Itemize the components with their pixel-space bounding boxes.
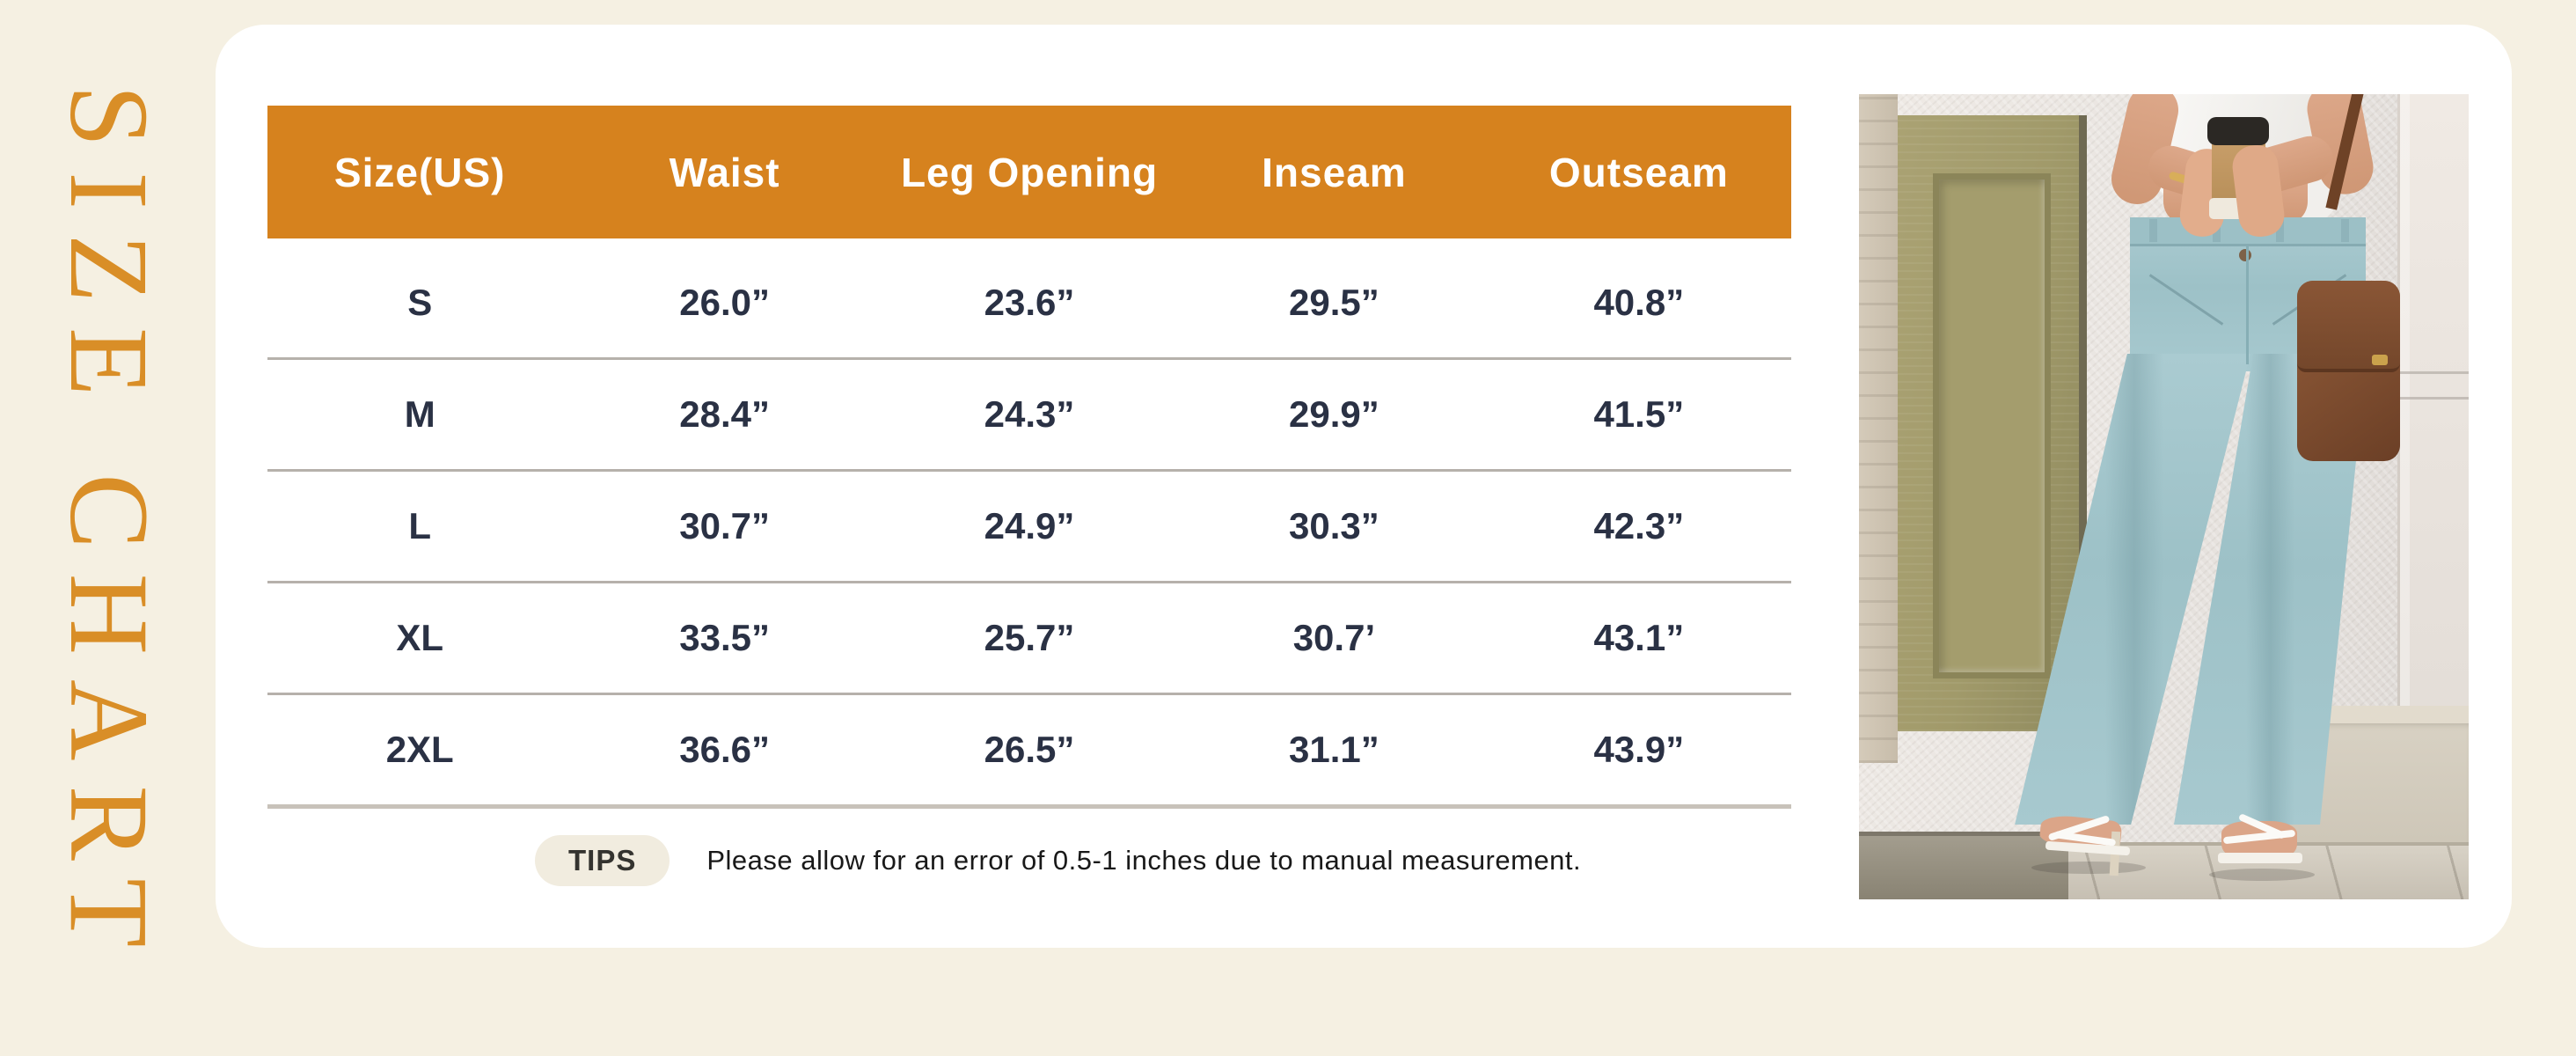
jeans-button <box>2239 249 2251 261</box>
cell-leg-opening: 24.9” <box>984 505 1075 546</box>
jeans-seam-shading <box>2246 354 2294 825</box>
cell-waist: 36.6” <box>679 729 770 770</box>
cell-inseam: 31.1” <box>1289 729 1379 770</box>
cell-outseam: 42.3” <box>1593 505 1685 546</box>
cell-inseam: 29.5” <box>1289 282 1379 323</box>
cell-waist: 33.5” <box>679 617 770 658</box>
size-chart-vertical-title: SIZE CHART <box>47 84 172 972</box>
cell-waist: 28.4” <box>679 393 770 435</box>
tips-text: Please allow for an error of 0.5-1 inche… <box>706 845 1582 876</box>
table-header-row: Size(US) Waist Leg Opening Inseam Outsea… <box>267 106 1791 238</box>
cell-size: M <box>404 393 435 435</box>
cell-size: XL <box>396 617 444 658</box>
cell-size: L <box>408 505 432 546</box>
size-table: Size(US) Waist Leg Opening Inseam Outsea… <box>267 106 1791 886</box>
header-cell-waist: Waist <box>669 149 780 195</box>
table-row-xl: XL 33.5” 25.7” 30.7’ 43.1” <box>267 583 1791 695</box>
cell-outseam: 43.9” <box>1593 729 1685 770</box>
cell-outseam: 43.1” <box>1593 617 1685 658</box>
content-card: Size(US) Waist Leg Opening Inseam Outsea… <box>216 25 2512 948</box>
table-body: S 26.0” 23.6” 29.5” 40.8” M 28.4” 24.3” … <box>267 248 1791 809</box>
belt-loop <box>2341 219 2349 242</box>
tips-badge: TIPS <box>535 835 670 886</box>
tips-row: TIPS Please allow for an error of 0.5-1 … <box>267 835 1791 886</box>
door-panel <box>1933 173 2051 678</box>
jeans-fly-seam <box>2246 246 2249 364</box>
table-row-l: L 30.7” 24.9” 30.3” 42.3” <box>267 472 1791 583</box>
header-cell-outseam: Outseam <box>1548 149 1729 195</box>
curb-edge <box>1859 832 2068 899</box>
cell-size: 2XL <box>385 729 454 770</box>
door-jamb <box>1859 94 1898 763</box>
cell-size: S <box>407 282 433 323</box>
cell-waist: 26.0” <box>679 282 770 323</box>
cell-leg-opening: 24.3” <box>984 393 1075 435</box>
cell-inseam: 30.3” <box>1289 505 1379 546</box>
foot-shadow <box>2031 862 2146 874</box>
table-row-2xl: 2XL 36.6” 26.5” 31.1” 43.9” <box>267 695 1791 809</box>
table-row-m: M 28.4” 24.3” 29.9” 41.5” <box>267 360 1791 472</box>
cell-leg-opening: 23.6” <box>984 282 1075 323</box>
coffee-cup-lid <box>2207 117 2269 145</box>
header-cell-leg-opening: Leg Opening <box>900 149 1159 195</box>
header-cell-inseam: Inseam <box>1262 149 1407 195</box>
cell-inseam: 29.9” <box>1289 393 1379 435</box>
cell-leg-opening: 25.7” <box>984 617 1075 658</box>
cell-inseam: 30.7’ <box>1292 617 1376 658</box>
cell-leg-opening: 26.5” <box>984 729 1075 770</box>
bag-clasp <box>2372 355 2388 365</box>
green-door <box>1898 115 2087 731</box>
sandal-sole <box>2218 853 2302 863</box>
cell-waist: 30.7” <box>679 505 770 546</box>
product-photo <box>1859 94 2469 899</box>
belt-loop <box>2276 219 2284 242</box>
cell-outseam: 40.8” <box>1593 282 1685 323</box>
foot-shadow <box>2209 869 2315 881</box>
header-cell-size: Size(US) <box>333 149 506 195</box>
table-row-s: S 26.0” 23.6” 29.5” 40.8” <box>267 248 1791 360</box>
belt-loop <box>2149 219 2157 242</box>
cell-outseam: 41.5” <box>1593 393 1685 435</box>
